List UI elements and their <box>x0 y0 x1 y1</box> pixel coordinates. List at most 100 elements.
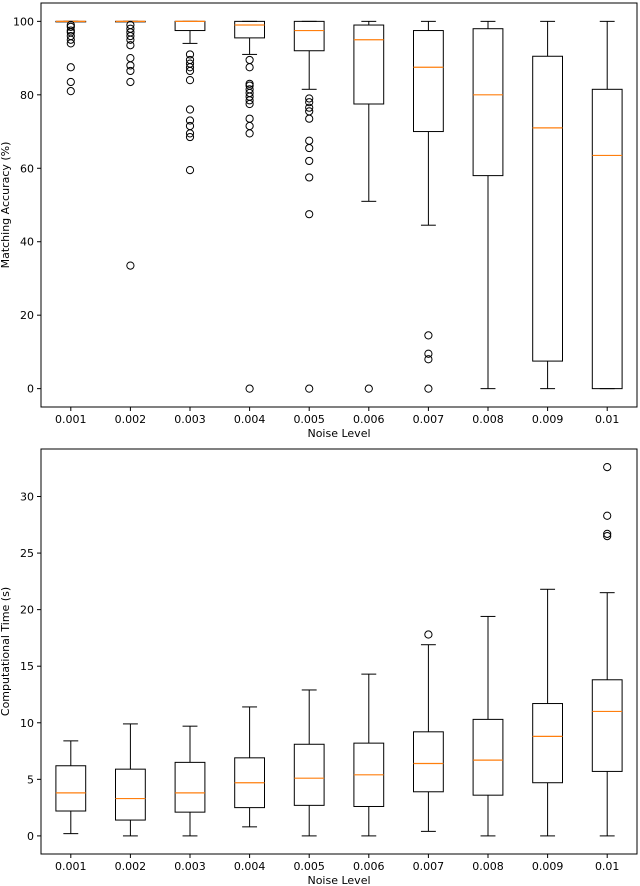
box <box>472 718 504 796</box>
y-axis-label: Computational Time (s) <box>0 587 12 716</box>
box <box>591 679 623 772</box>
outlier-point <box>185 121 195 131</box>
outlier-point <box>305 136 314 145</box>
outlier-point <box>185 76 195 85</box>
y-tick-label: 25 <box>20 547 34 560</box>
outlier-point <box>245 55 254 65</box>
outlier-point <box>305 114 314 123</box>
x-tick-label: 0.003 <box>174 860 206 873</box>
box <box>591 88 623 390</box>
x-tick-label: 0.009 <box>532 860 564 873</box>
box-group-0.002 <box>115 723 146 837</box>
outlier-point <box>305 143 314 153</box>
y-tick-label: 10 <box>20 717 34 730</box>
x-tick-label: 0.001 <box>55 413 87 426</box>
outlier-point <box>185 59 195 68</box>
outlier-point <box>126 53 135 63</box>
box <box>353 24 385 105</box>
box-group-0.005 <box>293 689 325 837</box>
y-axis-label: Matching Accuracy (%) <box>0 142 12 269</box>
x-tick-label: 0.005 <box>293 860 325 873</box>
outlier-point <box>305 173 314 182</box>
box-group-0.002 <box>115 20 146 270</box>
outlier-point <box>185 55 195 65</box>
box-group-0.001 <box>55 20 87 96</box>
box-group-0.004 <box>234 20 265 393</box>
outlier-point <box>66 31 75 41</box>
outlier-point <box>185 166 195 175</box>
outlier-point <box>305 107 314 116</box>
y-tick-label: 100 <box>13 15 34 28</box>
outlier-point <box>424 349 433 358</box>
box <box>532 55 564 362</box>
y-tick-label: 80 <box>20 89 34 102</box>
x-tick-label: 0.002 <box>115 860 147 873</box>
y-tick-label: 20 <box>20 309 34 322</box>
y-tick-label: 5 <box>27 773 34 786</box>
outlier-point <box>245 79 254 88</box>
outlier-point <box>126 261 135 270</box>
box-group-0.006 <box>353 673 385 837</box>
y-tick-label: 30 <box>20 491 34 504</box>
box <box>55 765 87 812</box>
outlier-point <box>66 20 75 30</box>
box <box>532 703 564 784</box>
box-group-0.008 <box>472 20 504 390</box>
outlier-point <box>245 384 254 393</box>
outlier-point <box>305 103 314 112</box>
y-tick-label: 15 <box>20 660 34 673</box>
x-tick-label: 0.008 <box>472 860 504 873</box>
outlier-point <box>603 511 612 520</box>
box-group-0.006 <box>353 20 385 393</box>
outlier-point <box>424 331 433 340</box>
box <box>413 30 444 133</box>
y-tick-label: 40 <box>20 236 34 249</box>
x-tick-label: 0.01 <box>595 413 620 426</box>
outlier-point <box>305 210 314 219</box>
x-tick-label: 0.007 <box>413 413 445 426</box>
x-tick-label: 0.004 <box>234 413 266 426</box>
outlier-point <box>245 129 254 138</box>
plot-frame <box>40 448 638 855</box>
outlier-point <box>305 384 314 393</box>
outlier-point <box>364 384 373 393</box>
outlier-point <box>185 132 195 142</box>
x-axis-label: Noise Level <box>307 874 370 886</box>
box-group-0.009 <box>532 20 564 390</box>
outlier-point <box>424 630 433 639</box>
accuracy-chart: 0 20 40 60 80 100 0.001 0.002 0.003 0.004 0.005 0.0… <box>0 2 638 440</box>
outlier-point <box>245 85 254 94</box>
outlier-point <box>126 24 135 33</box>
box-group-0.003 <box>174 725 206 837</box>
x-tick-label: 0.005 <box>293 413 325 426</box>
x-tick-label: 0.006 <box>353 860 385 873</box>
outlier-point <box>603 463 612 472</box>
x-axis-label: Noise Level <box>307 427 370 440</box>
outlier-point <box>305 94 314 103</box>
box-group-0.004 <box>234 706 265 828</box>
y-tick-label: 20 <box>20 604 34 617</box>
outlier-point <box>305 98 314 107</box>
outlier-point <box>245 121 254 131</box>
x-tick-label: 0.01 <box>595 860 620 873</box>
y-tick-label: 60 <box>20 162 34 175</box>
x-tick-label: 0.009 <box>532 413 564 426</box>
box <box>174 20 206 32</box>
outlier-point <box>603 529 612 538</box>
box-group-0.003 <box>174 20 206 175</box>
time-chart: 0 5 10 15 20 25 30 0.001 0.002 0.003 0.004 0.005 0.0… <box>0 448 638 886</box>
outlier-point <box>185 116 195 125</box>
outlier-point <box>245 114 254 123</box>
outlier-point <box>305 156 314 166</box>
outlier-point <box>126 20 135 30</box>
box <box>472 28 504 177</box>
outlier-point <box>185 50 195 59</box>
box-group-0.001 <box>55 740 87 835</box>
box <box>115 768 146 821</box>
y-tick-label: 0 <box>27 830 34 843</box>
outlier-point <box>424 355 433 364</box>
box-group-0.007 <box>413 630 444 832</box>
box-group-0.01 <box>591 20 623 390</box>
box-group-0.007 <box>413 20 444 393</box>
